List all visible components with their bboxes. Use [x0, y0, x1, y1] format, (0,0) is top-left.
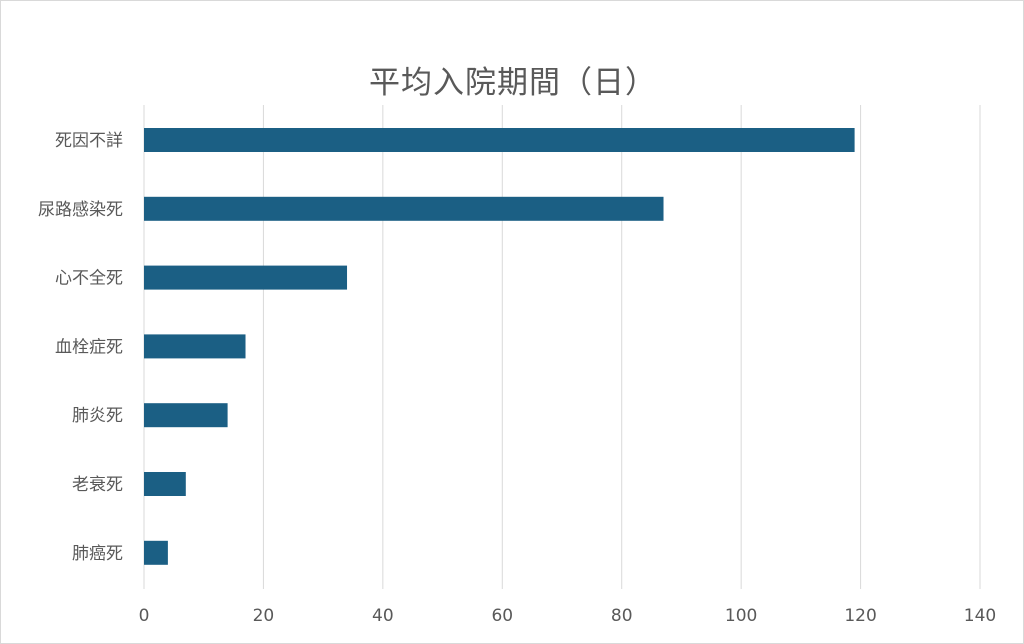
bar-0 [144, 128, 855, 152]
x-tick-label: 120 [844, 606, 876, 626]
chart-title: 平均入院期間（日） [369, 65, 657, 101]
x-tick-label: 140 [964, 606, 996, 626]
bar-5 [144, 472, 186, 496]
category-label: 血栓症死 [55, 337, 123, 357]
x-tick-labels: 0 20 40 60 80 100 120 140 [139, 606, 997, 626]
bar-1 [144, 196, 664, 221]
x-tick-label: 40 [372, 606, 394, 626]
category-label: 老衰死 [72, 475, 123, 495]
category-label: 尿路感染死 [38, 200, 123, 220]
category-label: 肺炎死 [72, 406, 123, 426]
x-tick-label: 60 [491, 606, 513, 626]
category-label: 肺癌死 [72, 544, 123, 564]
bar-4 [144, 403, 228, 428]
bar-2 [144, 265, 348, 290]
x-tick-label: 20 [253, 606, 275, 626]
bar-3 [144, 334, 246, 359]
x-tick-label: 100 [725, 606, 757, 626]
bar-6 [144, 540, 168, 565]
category-label: 心不全死 [55, 269, 123, 289]
category-label: 死因不詳 [55, 131, 123, 151]
x-tick-label: 80 [611, 606, 633, 626]
bars [144, 128, 855, 565]
x-tick-label: 0 [139, 606, 150, 626]
gridlines [143, 105, 981, 589]
